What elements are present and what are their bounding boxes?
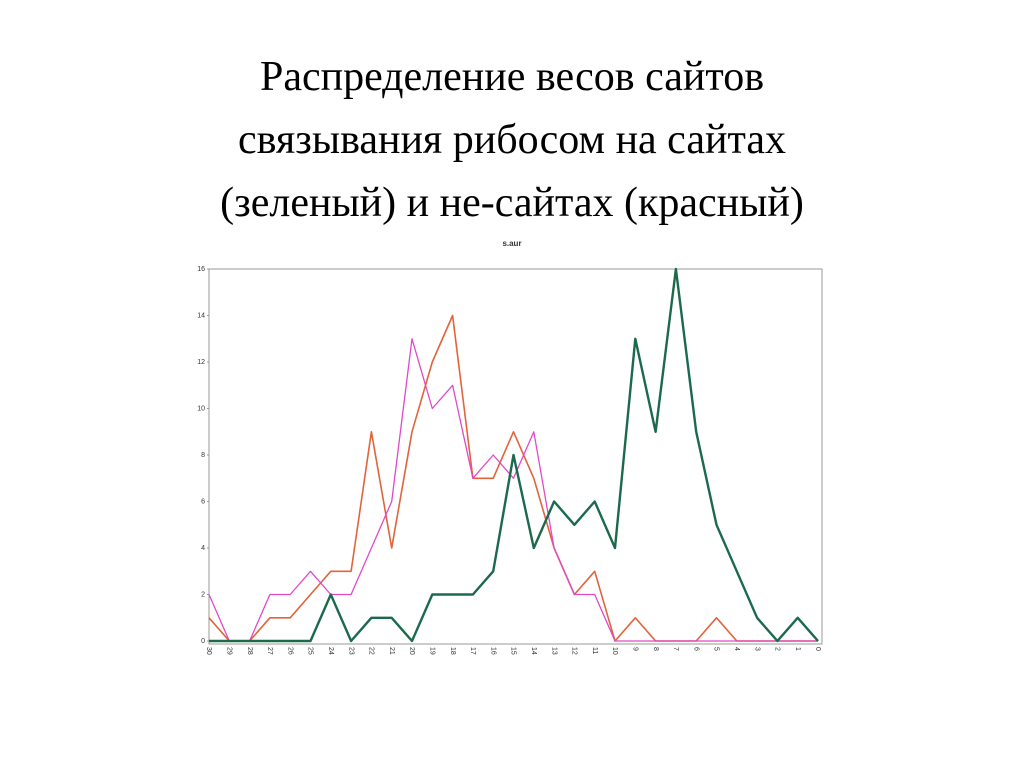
y-tick-label: 16 xyxy=(197,266,205,273)
x-tick-label: 5 xyxy=(713,647,720,651)
x-tick-label: 30 xyxy=(205,647,212,655)
y-tick-label: 2 xyxy=(201,591,205,598)
x-tick-label: 23 xyxy=(347,647,354,655)
x-tick-label: 26 xyxy=(286,647,293,655)
x-tick-label: 7 xyxy=(672,647,679,651)
series-line xyxy=(208,314,818,642)
x-tick-label: 15 xyxy=(510,647,517,655)
x-tick-label: 21 xyxy=(388,647,395,655)
x-tick-label: 22 xyxy=(368,647,375,655)
x-tick-label: 1 xyxy=(794,647,801,651)
y-tick-label: 4 xyxy=(201,545,205,552)
x-tick-label: 28 xyxy=(246,647,253,655)
series-line xyxy=(209,267,819,643)
x-tick-label: 10 xyxy=(611,647,618,655)
x-tick-label: 27 xyxy=(266,647,273,655)
x-tick-label: 18 xyxy=(449,647,456,655)
x-tick-label: 4 xyxy=(733,647,740,651)
y-tick-label: 0 xyxy=(201,638,205,645)
x-tick-label: 11 xyxy=(591,647,598,654)
x-tick-label: 25 xyxy=(307,647,314,655)
x-tick-label: 6 xyxy=(692,647,699,651)
x-tick-label: 9 xyxy=(631,647,638,651)
x-tick-label: 0 xyxy=(814,647,821,651)
title-line: Распределение весов сайтов xyxy=(260,54,764,100)
chart-subtitle: s.aur xyxy=(502,239,521,248)
x-tick-label: 19 xyxy=(428,647,435,655)
series-line xyxy=(208,338,818,642)
x-tick-label: 3 xyxy=(753,647,760,651)
plot-frame xyxy=(208,268,823,645)
x-tick-label: 12 xyxy=(571,647,578,655)
title-line: (зеленый) и не-сайтах (красный) xyxy=(220,180,804,226)
y-tick-label: 10 xyxy=(197,405,205,412)
x-tick-label: 29 xyxy=(225,647,232,655)
x-tick-label: 8 xyxy=(652,647,659,651)
y-tick-label: 6 xyxy=(201,498,205,505)
y-tick-label: 14 xyxy=(197,312,205,319)
y-tick-label: 8 xyxy=(201,452,205,459)
y-tick-label: 12 xyxy=(197,359,205,366)
x-tick-label: 14 xyxy=(530,647,537,655)
x-tick-label: 20 xyxy=(408,647,415,655)
x-tick-label: 2 xyxy=(774,647,781,651)
x-tick-label: 24 xyxy=(327,647,334,655)
x-tick-label: 13 xyxy=(550,647,557,655)
x-tick-label: 17 xyxy=(469,647,476,655)
title-line: связывания рибосом на сайтах xyxy=(238,117,786,163)
x-tick-label: 16 xyxy=(489,647,496,655)
